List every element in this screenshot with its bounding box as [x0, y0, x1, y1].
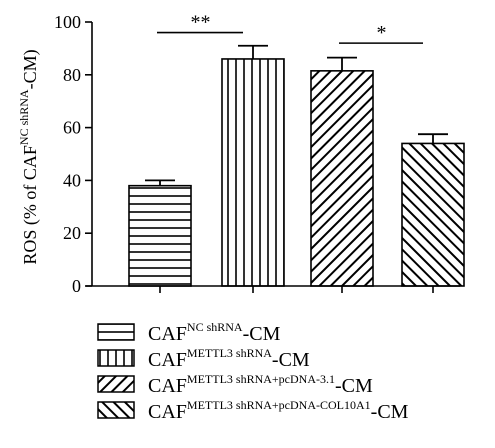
significance-markers: ** *: [157, 12, 423, 44]
y-tick-label: 100: [54, 12, 81, 32]
legend-label-2: CAFMETTL3 shRNA-CM: [148, 346, 310, 371]
y-axis-label: ROS (% of CAFNC shRNA-CM): [17, 49, 41, 264]
y-tick-label: 20: [63, 223, 81, 243]
bar-1: [128, 184, 192, 287]
significance-label-2: *: [377, 22, 387, 44]
significance-label-1: **: [191, 12, 211, 34]
y-tick-label: 40: [63, 170, 81, 190]
legend-swatch-2: [97, 349, 135, 367]
legend-swatch-1: [97, 323, 135, 341]
legend-label-1: CAFNC shRNA-CM: [148, 320, 281, 345]
bar-2: [221, 58, 285, 287]
legend-label-3: CAFMETTL3 shRNA+pcDNA-3.1-CM: [148, 372, 373, 397]
bar-3: [310, 70, 374, 287]
bars: [128, 44, 465, 287]
y-tick-label: 0: [72, 276, 81, 296]
legend-swatch-3: [97, 375, 135, 393]
bar-4: [401, 142, 465, 287]
legend-label-4: CAFMETTL3 shRNA+pcDNA-COL10A1-CM: [148, 398, 409, 423]
y-tick-label: 60: [63, 118, 81, 138]
legend-swatch-4: [97, 401, 135, 419]
y-tick-label: 80: [63, 65, 81, 85]
